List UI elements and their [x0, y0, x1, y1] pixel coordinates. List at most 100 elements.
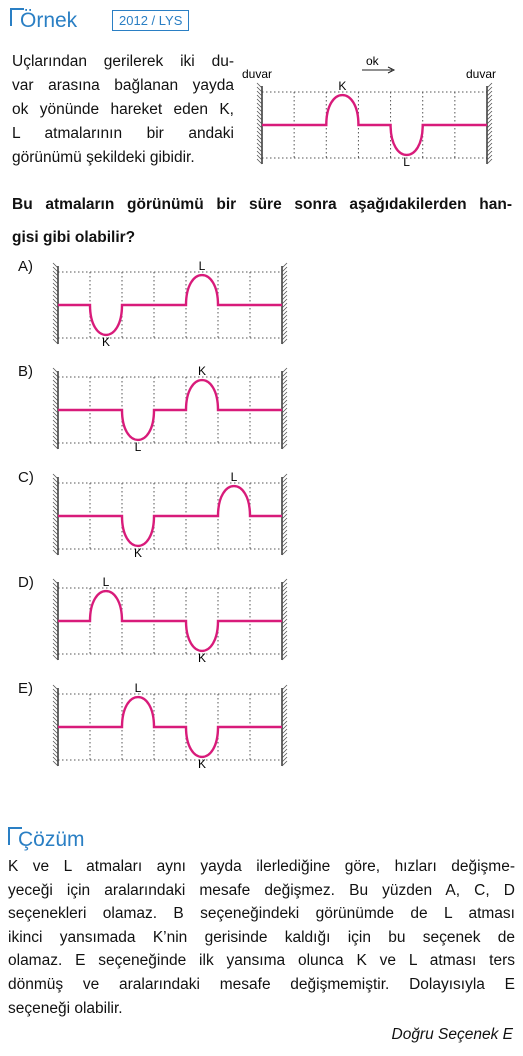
wall-hatch: [52, 692, 59, 699]
wall-hatch: [486, 150, 493, 157]
wall-hatch: [52, 375, 59, 382]
wall-hatch: [281, 720, 288, 727]
wall-hatch: [281, 748, 288, 755]
wall-hatch: [486, 118, 493, 125]
wall-hatch: [256, 98, 263, 105]
wall-hatch: [281, 724, 288, 731]
wall-hatch: [281, 513, 288, 520]
wall-hatch: [281, 489, 288, 496]
wall-hatch: [281, 371, 288, 378]
wall-hatch: [281, 728, 288, 735]
answer: Doğru Seçenek E: [391, 1026, 514, 1043]
wall-hatch: [52, 708, 59, 715]
option-figure: LK: [52, 364, 288, 454]
wall-hatch: [52, 489, 59, 496]
wall-hatch: [281, 700, 288, 707]
wall-hatch: [281, 505, 288, 512]
wall-hatch: [52, 638, 59, 645]
wall-hatch: [281, 501, 288, 508]
wall-hatch: [256, 142, 263, 149]
wall-hatch: [281, 752, 288, 759]
wall-hatch: [486, 154, 493, 161]
wall-label: duvar: [466, 67, 496, 81]
option-label: D): [18, 574, 34, 591]
wall-hatch: [281, 485, 288, 492]
wall-hatch: [486, 134, 493, 141]
wall-hatch: [486, 158, 493, 165]
wall-hatch: [281, 598, 288, 605]
wall-hatch: [52, 274, 59, 281]
wall-hatch: [281, 375, 288, 382]
wall-hatch: [486, 126, 493, 133]
wall-hatch: [52, 439, 59, 446]
wall-hatch: [52, 704, 59, 711]
wall-hatch: [52, 513, 59, 520]
wall-hatch: [281, 646, 288, 653]
wall-hatch: [52, 736, 59, 743]
wall-hatch: [281, 650, 288, 657]
wall-hatch: [52, 493, 59, 500]
wall-hatch: [52, 505, 59, 512]
wall-hatch: [486, 102, 493, 109]
wall-hatch: [52, 387, 59, 394]
pulse-label: L: [103, 575, 110, 589]
wall-hatch: [52, 728, 59, 735]
wall-hatch: [52, 485, 59, 492]
wall-hatch: [281, 477, 288, 484]
wall-hatch: [281, 326, 288, 333]
wall-hatch: [52, 371, 59, 378]
wall-hatch: [52, 326, 59, 333]
wall-hatch: [52, 282, 59, 289]
wall-hatch: [281, 533, 288, 540]
option-figure: KL: [52, 259, 288, 349]
wall-hatch: [486, 110, 493, 117]
wall-hatch: [52, 525, 59, 532]
example-title: Örnek: [20, 9, 78, 32]
wall-hatch: [281, 415, 288, 422]
question-bold: Bu atmaların görünümü bir süre sonra aşa…: [12, 188, 512, 254]
spring: [262, 94, 487, 156]
wall-hatch: [281, 439, 288, 446]
wall-hatch: [281, 282, 288, 289]
wall-hatch: [52, 318, 59, 325]
wall-hatch: [52, 322, 59, 329]
wall-hatch: [52, 610, 59, 617]
wall-hatch: [52, 602, 59, 609]
wall-hatch: [52, 578, 59, 585]
pulse-label: K: [338, 79, 346, 93]
text-line: yeceği için aralarındaki mesafe değişmez…: [8, 881, 515, 899]
wall-hatch: [256, 138, 263, 145]
pulse-label: K: [102, 335, 110, 349]
wall-hatch: [281, 473, 288, 480]
wall-hatch: [52, 622, 59, 629]
wall-hatch: [52, 650, 59, 657]
pulse-label: L: [135, 440, 142, 454]
wall-hatch: [281, 736, 288, 743]
arrow-label: ok: [366, 54, 380, 68]
wall-hatch: [52, 642, 59, 649]
text-line: ok yönünde hareket eden K,: [12, 101, 234, 118]
wall-hatch: [281, 614, 288, 621]
wall-hatch: [256, 158, 263, 165]
wall-hatch: [281, 610, 288, 617]
wall-hatch: [256, 106, 263, 113]
wall-hatch: [281, 443, 288, 450]
wall-hatch: [52, 415, 59, 422]
wall-hatch: [281, 740, 288, 747]
text-line: olamaz. E seçeneğinde ilk yansıma olunca…: [8, 952, 515, 970]
wall-hatch: [281, 314, 288, 321]
wall-hatch: [52, 748, 59, 755]
option-figure: LK: [52, 681, 288, 771]
pulse-label: L: [403, 155, 410, 169]
wall-hatch: [486, 146, 493, 153]
wall-hatch: [52, 290, 59, 297]
wall-hatch: [52, 330, 59, 337]
wall-hatch: [52, 688, 59, 695]
wall-hatch: [281, 274, 288, 281]
wall-hatch: [52, 334, 59, 341]
pulse-label: K: [198, 651, 206, 665]
wall-hatch: [281, 306, 288, 313]
pulse-label: L: [199, 259, 206, 273]
wall-hatch: [52, 509, 59, 516]
wall-hatch: [52, 286, 59, 293]
